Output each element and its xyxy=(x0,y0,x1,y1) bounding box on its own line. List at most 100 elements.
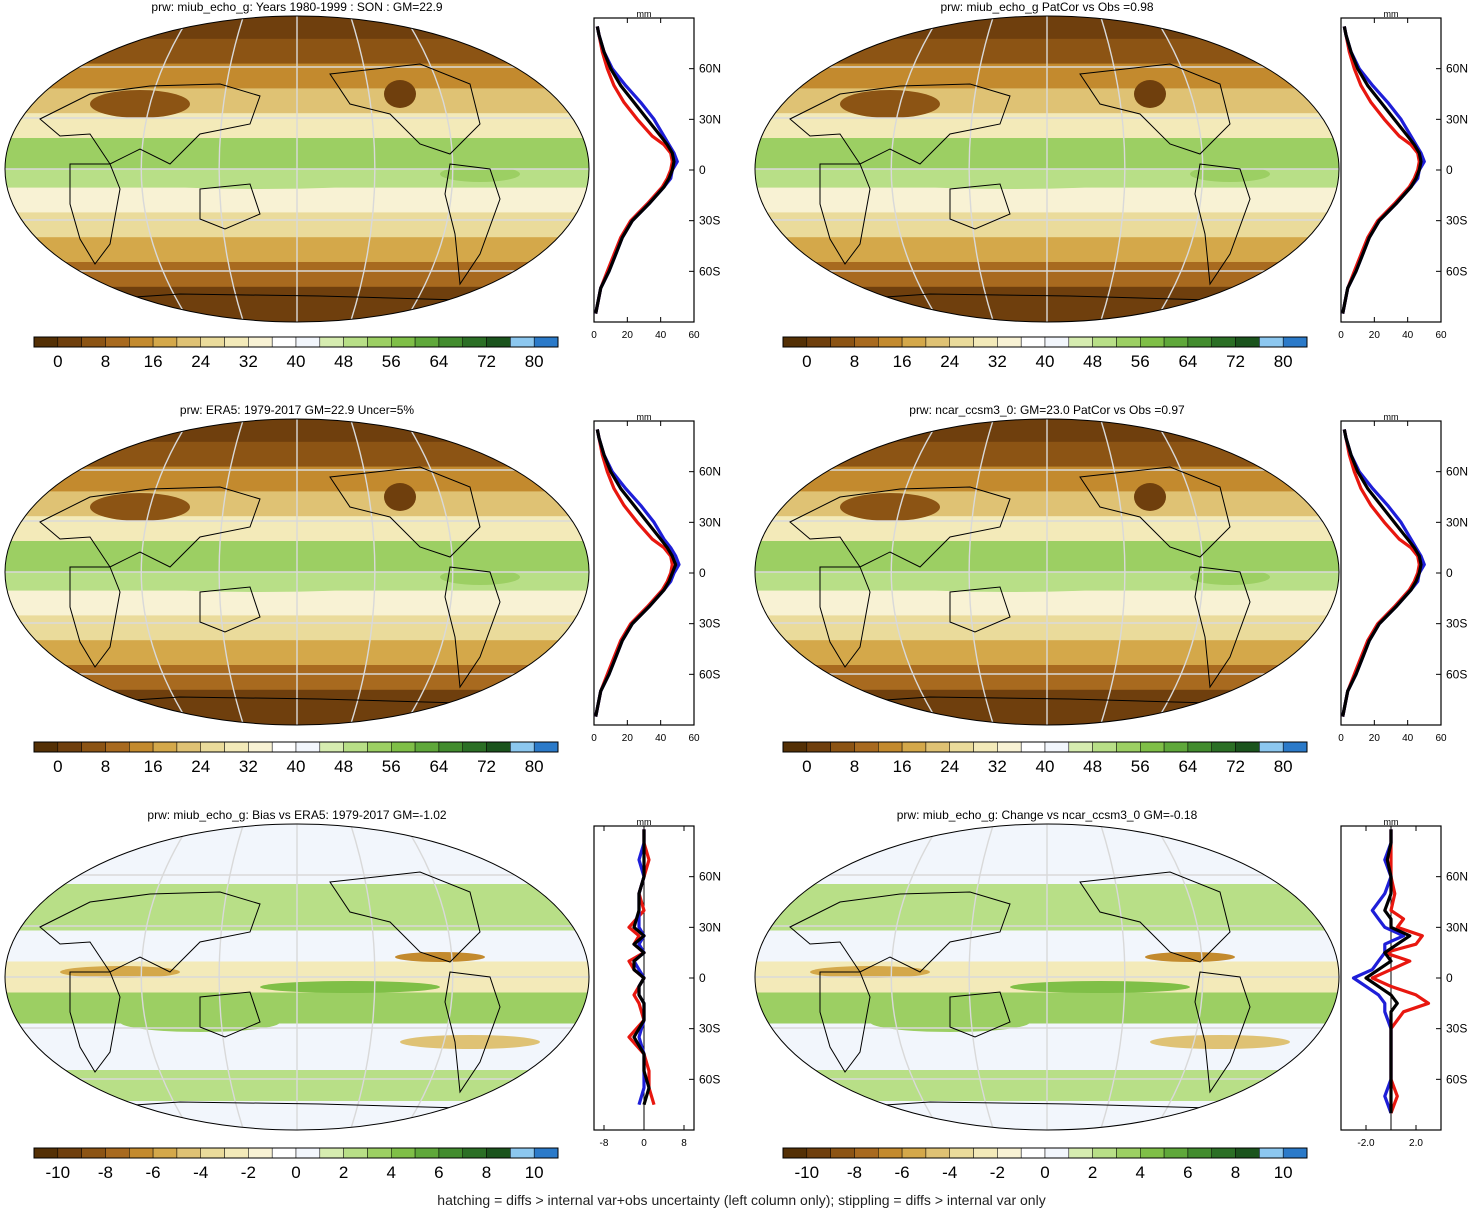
graticule-meridian xyxy=(1099,419,1126,725)
continent-outline xyxy=(444,566,501,689)
zonal-y-tick-label: 60S xyxy=(699,1072,720,1086)
colorbar-swatch xyxy=(878,1147,903,1159)
colorbar-tick-label: -6 xyxy=(146,1163,161,1182)
graticule-meridian xyxy=(218,419,245,725)
colorbar-swatch xyxy=(1259,336,1284,348)
graticule-meridian xyxy=(403,824,454,1130)
colorbar-swatch xyxy=(176,336,201,348)
continent-outline xyxy=(39,891,261,973)
zonal-y-tick-label: 30N xyxy=(1446,920,1468,934)
colorbar-swatch xyxy=(854,1147,879,1159)
colorbar-tick-label: 56 xyxy=(382,352,401,371)
colorbar-swatch xyxy=(973,336,998,348)
zonal-mean-plot-ncar: mm 60N 30N 0 30S 60S 0 20 40 60 xyxy=(1338,412,1468,744)
colorbar-tick-label: 48 xyxy=(1083,757,1102,776)
colorbar-swatch xyxy=(319,741,344,753)
colorbar-tick-label: -10 xyxy=(795,1163,820,1182)
zonal-y-tick-label: 30S xyxy=(699,1022,720,1036)
colorbar-tick-label: 24 xyxy=(940,352,959,371)
colorbar-tick-label: 16 xyxy=(893,757,912,776)
graticule-meridian xyxy=(1099,824,1126,1130)
colorbar-swatch xyxy=(391,1147,416,1159)
colorbar-swatch xyxy=(486,741,511,753)
colorbar-swatch xyxy=(830,336,855,348)
zonal-units-label: mm xyxy=(1384,9,1399,19)
zonal-x-tick-label: -2.0 xyxy=(1357,1138,1375,1149)
colorbar-swatch xyxy=(1235,1147,1260,1159)
colorbar-tick-label: -2 xyxy=(241,1163,256,1182)
zonal-units-label: mm xyxy=(637,9,652,19)
graticule-meridian xyxy=(968,16,995,322)
zonal-x-tick-label: 0 xyxy=(641,1138,647,1149)
colorbar-tick-label: 48 xyxy=(334,352,353,371)
colorbar-swatch xyxy=(200,741,225,753)
colorbar-tick-label: 0 xyxy=(53,352,62,371)
graticule-meridian xyxy=(890,16,941,322)
colorbar-field: 0 8 16 24 32 40 48 56 64 72 80 xyxy=(33,741,559,776)
colorbar-tick-label: -4 xyxy=(193,1163,208,1182)
colorbar-tick-label: 80 xyxy=(525,352,544,371)
colorbar-tick-label: 0 xyxy=(53,757,62,776)
colorbar-tick-label: 8 xyxy=(101,352,110,371)
continent-outline xyxy=(69,971,121,1073)
colorbar-swatch xyxy=(1044,1147,1070,1159)
zonal-y-tick-label: 60N xyxy=(1446,465,1468,479)
continent-outline xyxy=(69,163,121,265)
zonal-y-tick-label: 60N xyxy=(1446,870,1468,884)
colorbar-swatch xyxy=(57,741,82,753)
colorbar-swatch xyxy=(1116,336,1141,348)
continent-outline xyxy=(819,566,871,668)
continent-outline xyxy=(1079,63,1231,155)
continent-outline xyxy=(444,971,501,1094)
map-ncar xyxy=(754,418,1340,726)
colorbar-diff: -10 -8 -6 -4 -2 0 2 4 6 8 10 xyxy=(33,1147,559,1182)
colorbar-swatch xyxy=(806,336,831,348)
map-border xyxy=(754,823,1340,1131)
colorbar-tick-label: 8 xyxy=(482,1163,491,1182)
colorbar-tick-label: -8 xyxy=(98,1163,113,1182)
footer-note: hatching = diffs > internal var+obs unce… xyxy=(437,1192,1046,1208)
colorbar-tick-label: 72 xyxy=(1226,352,1245,371)
continent-outline xyxy=(789,891,1011,973)
colorbar-tick-label: 80 xyxy=(525,757,544,776)
map-era5 xyxy=(4,418,590,726)
colorbar-tick-label: 72 xyxy=(477,757,496,776)
colorbar-swatch xyxy=(925,1147,950,1159)
colorbar-swatch xyxy=(510,741,535,753)
colorbar-tick-label: 32 xyxy=(239,352,258,371)
colorbar-swatch xyxy=(271,336,297,348)
colorbar-swatch xyxy=(200,336,225,348)
colorbar-tick-label: 2 xyxy=(339,1163,348,1182)
colorbar-swatch xyxy=(1259,741,1284,753)
continent-outline xyxy=(69,566,121,668)
colorbar-swatch xyxy=(1092,741,1117,753)
colorbar-swatch xyxy=(438,741,463,753)
continent-outline xyxy=(819,971,871,1073)
colorbar-swatch xyxy=(925,336,950,348)
zonal-x-tick-label: 0 xyxy=(1338,330,1344,341)
map-anomaly xyxy=(1145,952,1235,962)
colorbar-swatch xyxy=(414,741,440,753)
continent-outline xyxy=(949,991,1011,1038)
graticule-meridian xyxy=(890,419,941,725)
continent-outline xyxy=(329,466,481,558)
colorbar-swatch xyxy=(973,741,998,753)
colorbar-swatch xyxy=(462,1147,487,1159)
colorbar-tick-label: 80 xyxy=(1274,757,1293,776)
colorbar-tick-label: 6 xyxy=(1183,1163,1192,1182)
zonal-y-tick-label: 30S xyxy=(699,617,720,631)
colorbar-swatch xyxy=(1163,336,1189,348)
colorbar-tick-label: 24 xyxy=(191,757,210,776)
colorbar-tick-label: 4 xyxy=(387,1163,396,1182)
colorbar-swatch xyxy=(295,741,321,753)
colorbar-frame xyxy=(33,1147,559,1159)
colorbar-swatch xyxy=(878,336,903,348)
zonal-y-tick-label: 0 xyxy=(1446,566,1453,580)
colorbar-swatch xyxy=(878,741,903,753)
zonal-y-tick-label: 30N xyxy=(699,515,721,529)
colorbar-swatch xyxy=(438,1147,463,1159)
map-title-model-son: prw: miub_echo_g: Years 1980-1999 : SON … xyxy=(151,0,443,14)
map-moist-band xyxy=(120,169,400,189)
colorbar-tick-label: 0 xyxy=(802,352,811,371)
colorbar-swatch xyxy=(486,1147,511,1159)
